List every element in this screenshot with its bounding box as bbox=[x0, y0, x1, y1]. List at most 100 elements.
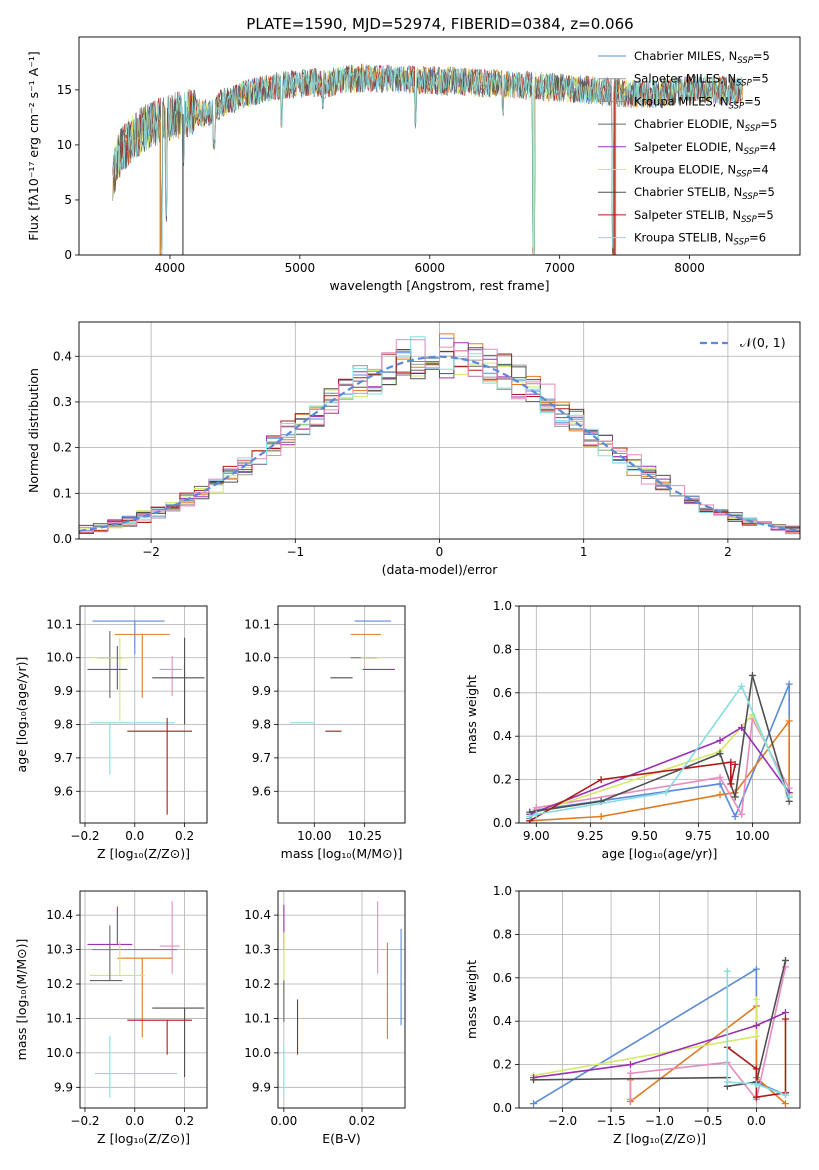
weight-marker bbox=[716, 780, 724, 788]
y-tick-label: 0.0 bbox=[53, 532, 72, 546]
legend-label: Salpeter STELIB, N bbox=[634, 208, 741, 222]
weight-marker bbox=[530, 1076, 538, 1084]
weight-line bbox=[533, 999, 758, 1077]
x-tick-label: 0.0 bbox=[747, 1114, 766, 1128]
plot-area bbox=[87, 620, 205, 815]
plot-area bbox=[79, 333, 800, 535]
x-tick-label: 9.00 bbox=[523, 829, 550, 843]
weight-marker bbox=[752, 1065, 760, 1073]
legend-entry: Salpeter STELIB, NSSP=5 bbox=[634, 208, 774, 225]
figure-title: PLATE=1590, MJD=52974, FIBERID=0384, z=0… bbox=[246, 15, 633, 33]
x-axis-label: wavelength [Angstrom, rest frame] bbox=[329, 278, 549, 293]
y-tick-label: 9.7 bbox=[54, 751, 73, 765]
y-axis-label: age [log₁₀(age/yr)] bbox=[14, 657, 29, 773]
weight-marker bbox=[662, 789, 670, 797]
x-axis-label: Z [log₁₀(Z/Z⊙)] bbox=[97, 1131, 190, 1146]
y-tick-label: 0.4 bbox=[53, 349, 72, 363]
weight-line bbox=[529, 718, 790, 822]
y-tick-label: 10.0 bbox=[46, 1046, 73, 1060]
y-tick-label: 0.8 bbox=[493, 642, 512, 656]
legend-subscript: SSP bbox=[741, 215, 757, 225]
x-tick-label: −2 bbox=[142, 545, 160, 559]
y-tick-label: 0.8 bbox=[493, 927, 512, 941]
legend-entry: Kroupa ELODIE, NSSP=4 bbox=[634, 163, 769, 180]
y-tick-label: 0.1 bbox=[53, 486, 72, 500]
legend-label: Kroupa STELIB, N bbox=[634, 231, 734, 245]
weight-marker bbox=[723, 1078, 731, 1086]
weight-line bbox=[726, 971, 786, 1096]
weight-marker bbox=[716, 773, 724, 781]
x-tick-label: 9.75 bbox=[685, 829, 712, 843]
panel-mass_vs_EBV: 0.00 0.02 9.9 10.0 10.1 10.2 10.3 10.4 E(B-V) bbox=[244, 890, 406, 1146]
x-axis-label: mass [log₁₀(M/M⊙)] bbox=[281, 846, 403, 861]
y-tick-label: 10.1 bbox=[46, 617, 73, 631]
legend-subscript: SSP bbox=[736, 170, 752, 180]
y-tick-label: 0.2 bbox=[493, 773, 512, 787]
weight-marker bbox=[727, 758, 735, 766]
axes-frame bbox=[518, 605, 801, 824]
weight-marker bbox=[626, 1069, 634, 1077]
legend-entry: Chabrier ELODIE, NSSP=5 bbox=[634, 117, 777, 134]
legend-subscript: SSP bbox=[737, 56, 753, 66]
axes-frame bbox=[78, 36, 801, 256]
weight-marker bbox=[752, 1093, 760, 1101]
y-tick-label: 9.8 bbox=[54, 718, 73, 732]
y-tick-label: 10 bbox=[57, 138, 72, 152]
y-tick-label: 0.0 bbox=[493, 816, 512, 830]
x-axis-label: Z [log₁₀(Z/Z⊙)] bbox=[613, 1131, 706, 1146]
weight-marker bbox=[738, 810, 746, 818]
weight-marker bbox=[731, 793, 739, 801]
y-tick-label: 9.9 bbox=[252, 1080, 271, 1094]
x-tick-label: −1.5 bbox=[596, 1114, 625, 1128]
x-tick-label: 10.00 bbox=[297, 829, 331, 843]
y-tick-label: 9.9 bbox=[54, 684, 73, 698]
weight-marker bbox=[727, 780, 735, 788]
x-axis-label: E(B-V) bbox=[322, 1131, 361, 1146]
weight-marker bbox=[532, 804, 540, 812]
y-axis-label: Flux [fλ10⁻¹⁷ erg cm⁻² s⁻¹ A⁻¹] bbox=[26, 51, 41, 240]
weight-marker bbox=[626, 1095, 634, 1103]
x-tick-label: 2 bbox=[724, 545, 732, 559]
legend-subscript: SSP bbox=[734, 238, 750, 248]
histogram-step bbox=[79, 339, 800, 534]
panel-mass_weight_vs_Z: −2.0 −1.5 −1.0 −0.5 0.0 0.0 0.2 0.4 0.6 0.8 1.0 Z [… bbox=[464, 884, 801, 1146]
y-tick-label: 10.1 bbox=[46, 1011, 73, 1025]
y-tick-label: 5 bbox=[64, 193, 72, 207]
x-tick-label: 6000 bbox=[414, 261, 445, 275]
legend-subscript: SSP bbox=[729, 101, 745, 111]
x-tick-label: 1 bbox=[580, 545, 588, 559]
weight-marker bbox=[752, 1032, 760, 1040]
panel-spectrum: 4000 5000 6000 7000 8000 0 5 10 15 wavelength [An… bbox=[26, 36, 801, 293]
legend-subscript: SSP bbox=[736, 79, 752, 89]
weight-marker bbox=[785, 793, 793, 801]
x-tick-label: −0.5 bbox=[693, 1114, 722, 1128]
x-axis-label: Z [log₁₀(Z/Z⊙)] bbox=[97, 846, 190, 861]
x-tick-label: 7000 bbox=[544, 261, 575, 275]
weight-marker bbox=[731, 760, 739, 768]
legend-entry: Kroupa MILES, NSSP=5 bbox=[634, 94, 761, 111]
weight-marker bbox=[781, 1009, 789, 1017]
y-tick-label: 10.3 bbox=[244, 943, 271, 957]
panel-mass_weight_vs_age: 9.00 9.25 9.50 9.75 10.00 0.0 0.2 0.4 0.6 0.8 1.0 a… bbox=[464, 599, 801, 861]
panel-residuals: −2 −1 0 1 2 0.0 0.1 0.2 0.3 0.4 (data-model)/error… bbox=[26, 321, 801, 577]
weight-marker bbox=[752, 965, 760, 973]
weight-marker bbox=[716, 750, 724, 758]
y-axis-label: Normed distribution bbox=[26, 368, 41, 493]
plot-area bbox=[290, 620, 395, 732]
weight-marker bbox=[597, 776, 605, 784]
legend-entry: Chabrier MILES, NSSP=5 bbox=[634, 49, 770, 66]
x-tick-label: 0.2 bbox=[175, 1114, 194, 1128]
y-tick-label: 10.3 bbox=[46, 943, 73, 957]
weight-marker bbox=[748, 671, 756, 679]
y-axis-label: mass weight bbox=[464, 675, 479, 754]
y-tick-label: 10.4 bbox=[244, 908, 271, 922]
plot-area bbox=[87, 901, 205, 1098]
legend-tail: =5 bbox=[744, 94, 761, 108]
weight-marker bbox=[731, 812, 739, 820]
weight-line bbox=[529, 716, 790, 817]
x-tick-label: 0.00 bbox=[271, 1114, 298, 1128]
axes-frame bbox=[277, 605, 406, 824]
weight-marker bbox=[626, 1061, 634, 1069]
x-axis-label: age [log₁₀(age/yr)] bbox=[602, 846, 718, 861]
